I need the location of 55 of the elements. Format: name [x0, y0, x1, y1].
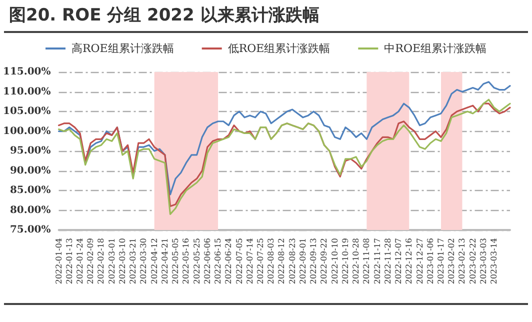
x-tick-label: 2022-04-12: [150, 238, 159, 284]
x-tick-label: 2022-12-07: [394, 238, 404, 284]
y-tick-label: 115.00%: [2, 66, 52, 78]
x-tick-label: 2022-06-06: [202, 238, 212, 284]
x-tick-label: 2022-07-25: [256, 238, 265, 284]
x-tick-label: 2022-01-04: [54, 238, 64, 284]
x-tick-label: 2023-01-17: [436, 238, 446, 284]
x-tick-label: 2022-04-21: [160, 238, 170, 284]
x-tick-label: 2022-03-21: [128, 238, 138, 284]
y-tick-label: 90.00%: [10, 165, 52, 176]
x-tick-label: 2022-09-22: [320, 238, 329, 284]
x-tick-label: 2022-09-13: [309, 238, 318, 284]
x-tick-label: 2022-01-13: [64, 238, 74, 284]
x-tick-label: 2023-01-06: [426, 238, 435, 284]
x-tick-label: 2022-06-15: [214, 238, 223, 284]
x-tick-label: 2023-03-14: [490, 238, 499, 284]
x-tick-label: 2022-10-28: [352, 238, 361, 284]
x-tick-label: 2022-08-12: [277, 238, 286, 284]
x-tick-label: 2022-06-24: [224, 238, 234, 284]
y-tick-label: 105.00%: [2, 106, 52, 117]
y-tick-label: 85.00%: [10, 185, 52, 196]
y-tick-label: 75.00%: [10, 224, 52, 236]
x-tick-label: 2022-05-16: [182, 238, 191, 284]
y-tick-label: 80.00%: [10, 204, 52, 216]
y-tick-label: 100.00%: [2, 126, 52, 137]
x-tick-label: 2022-12-16: [404, 238, 414, 284]
x-tick-label: 2022-05-25: [192, 238, 202, 284]
x-tick-label: 2022-03-10: [118, 238, 127, 284]
x-tick-label: 2022-08-23: [288, 238, 297, 284]
y-tick-label: 95.00%: [10, 146, 52, 156]
x-tick-label: 2022-02-18: [96, 238, 106, 284]
x-tick-label: 2022-08-03: [266, 238, 276, 284]
legend-label: 低ROE组累计涨跌幅: [228, 42, 330, 55]
legend-label: 高ROE组累计涨跌幅: [72, 42, 174, 55]
x-tick-label: 2022-02-09: [86, 238, 96, 284]
x-tick-label: 2022-09-01: [298, 238, 308, 284]
chart-title: 图20. ROE 分组 2022 以来累计涨跌幅: [9, 6, 320, 26]
x-tick-label: 2022-03-30: [139, 238, 148, 284]
x-tick-label: 2022-03-01: [107, 238, 116, 284]
x-tick-label: 2023-02-13: [458, 238, 467, 284]
y-tick-label: 110.00%: [2, 86, 52, 98]
x-tick-label: 2022-11-08: [362, 238, 372, 284]
x-tick-label: 2022-11-28: [383, 238, 392, 284]
x-tick-label: 2022-12-27: [415, 238, 424, 284]
x-tick-label: 2023-03-03: [478, 238, 488, 284]
x-tick-label: 2023-02-02: [447, 238, 456, 284]
x-tick-label: 2023-02-22: [468, 238, 478, 284]
x-tick-label: 2022-10-10: [330, 238, 340, 284]
legend-label: 中ROE组累计涨跌幅: [384, 42, 487, 55]
x-tick-label: 2022-07-05: [234, 238, 244, 284]
x-tick-label: 2022-01-24: [76, 238, 85, 284]
x-tick-label: 2022-11-17: [372, 238, 382, 284]
x-tick-label: 2022-07-14: [245, 238, 254, 284]
x-tick-label: 2022-05-05: [171, 238, 180, 284]
x-tick-label: 2022-10-19: [340, 238, 350, 284]
